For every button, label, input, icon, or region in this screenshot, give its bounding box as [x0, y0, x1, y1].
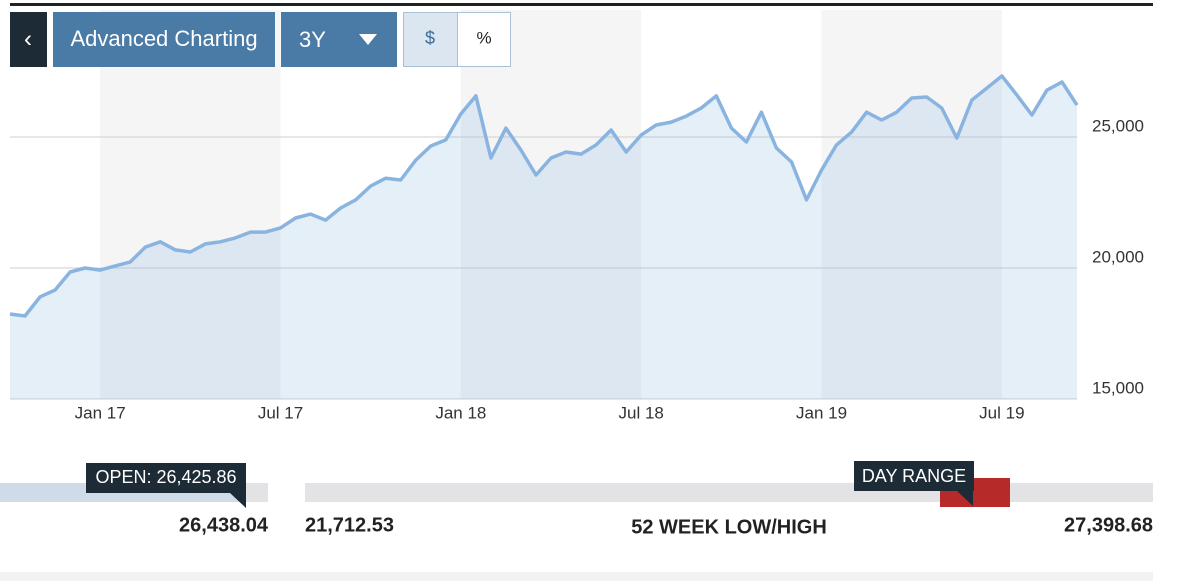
background — [100, 10, 1002, 399]
range-label: 3Y — [299, 27, 326, 52]
day-range-tail — [957, 491, 973, 506]
advanced-button[interactable] — [53, 12, 275, 67]
range-title: 52 WEEK LOW/HIGH — [631, 516, 827, 538]
dollar-label: $ — [425, 28, 435, 48]
dollar-toggle[interactable] — [403, 12, 458, 67]
advanced-label: Advanced Charting — [70, 26, 257, 51]
day-range-label: DAY RANGE — [862, 466, 966, 486]
open-value: 26,438.04 — [179, 514, 269, 536]
percent-toggle[interactable] — [457, 12, 511, 67]
top-rule — [10, 3, 1153, 6]
x-tick-label: Jul 19 — [979, 403, 1024, 422]
week-low: 21,712.53 — [305, 514, 394, 536]
range-dropdown[interactable] — [281, 12, 397, 67]
dropdown-arrow — [359, 34, 377, 45]
day-range-tooltip — [854, 461, 974, 491]
period-band — [460, 10, 642, 399]
line — [9, 74, 1079, 318]
x-tick-label: Jul 17 — [258, 403, 303, 422]
period-band — [100, 10, 281, 399]
x-tick-label: Jan 18 — [435, 403, 486, 422]
y-tick-label: 25,000 — [1092, 117, 1144, 136]
x-tick-label: Jan 17 — [75, 403, 126, 422]
period-band — [821, 10, 1002, 399]
open-tooltip-tail — [230, 493, 246, 508]
plot: Jan 17 Jul 17 Jan 18 Jul 18 Jan 19 Jul 19 15,0… — [9, 74, 1144, 422]
x-tick-label: Jan 19 — [796, 403, 847, 422]
open-tooltip — [86, 463, 246, 493]
range-track — [305, 483, 1153, 502]
percent-label: % — [476, 28, 491, 47]
back-icon: ‹ — [24, 25, 32, 52]
open-label: OPEN: 26,425.86 — [95, 467, 236, 487]
x-tick-label: Jul 18 — [618, 403, 663, 422]
back-button[interactable] — [10, 12, 47, 67]
y-tick-label: 15,000 — [1092, 378, 1144, 397]
y-tick-label: 20,000 — [1092, 248, 1144, 267]
footer-strip — [0, 572, 1153, 581]
week-high: 27,398.68 — [1064, 514, 1153, 536]
area — [10, 76, 1077, 399]
